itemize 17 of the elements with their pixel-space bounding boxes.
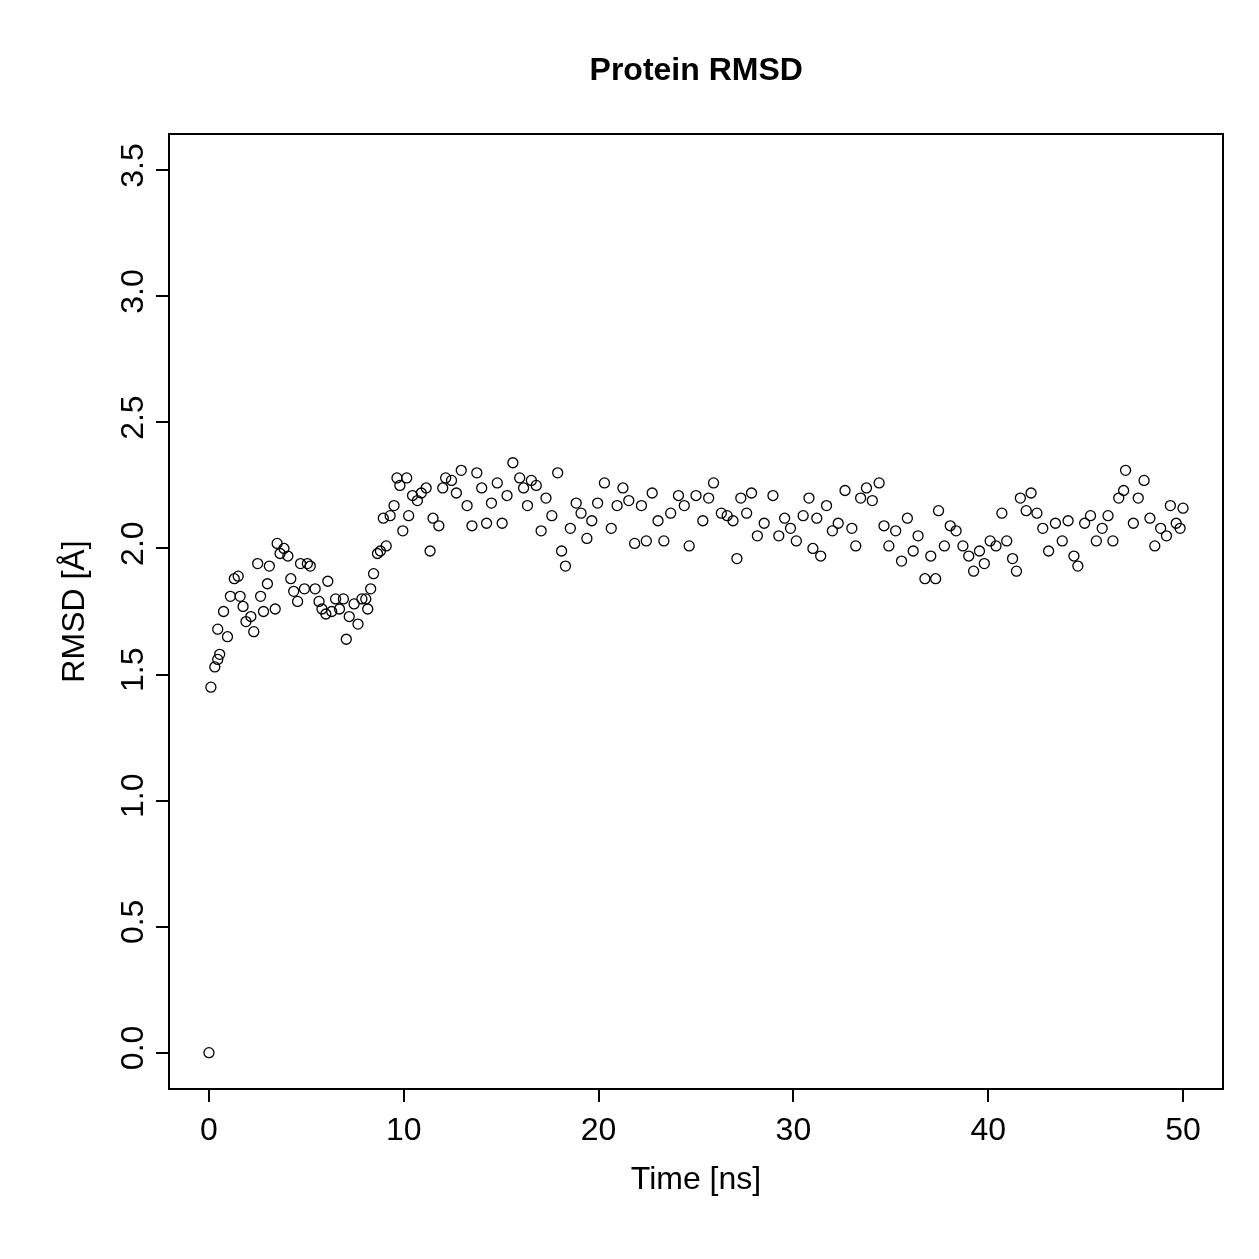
x-tick-label: 40 <box>970 1111 1007 1148</box>
x-tick-label: 50 <box>1165 1111 1201 1148</box>
x-axis-title: Time [ns] <box>630 1159 762 1196</box>
x-tick-label: 10 <box>385 1111 422 1148</box>
chart-title: Protein RMSD <box>589 51 803 88</box>
y-tick-label: 3.5 <box>114 143 151 188</box>
x-tick-label: 0 <box>200 1111 218 1148</box>
y-tick-label: 2.5 <box>114 395 151 440</box>
y-tick-label: 0.0 <box>114 1025 151 1071</box>
x-tick-label: 30 <box>775 1111 812 1148</box>
y-axis-title: RMSD [Å] <box>55 540 91 683</box>
y-tick-label: 0.5 <box>114 899 151 945</box>
y-tick-label: 1.5 <box>114 647 151 692</box>
y-tick-label: 3.0 <box>114 269 151 314</box>
x-tick-label: 20 <box>580 1111 617 1148</box>
y-tick-label: 1.0 <box>114 773 151 819</box>
y-tick-label: 2.0 <box>114 521 151 566</box>
